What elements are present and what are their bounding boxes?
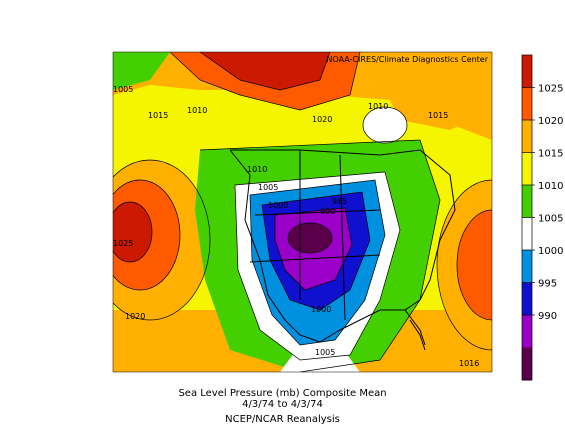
legend-label: 1025 <box>538 84 563 95</box>
contour-label: 1015 <box>428 111 448 120</box>
legend-swatch <box>522 282 532 316</box>
legend-label: 1015 <box>538 149 563 160</box>
legend-label: 995 <box>538 279 557 290</box>
contour-label: 1010 <box>247 165 267 174</box>
legend-swatch <box>522 250 532 283</box>
legend-label: 1020 <box>538 116 563 127</box>
contour-label: 1020 <box>312 115 332 124</box>
legend-label: 1005 <box>538 214 563 225</box>
color-legend: 1025 1020 1015 1010 1005 1000 995 990 <box>521 54 563 381</box>
legend-swatch <box>522 217 532 251</box>
map-date-range: 4/3/74 to 4/3/74 <box>242 399 323 410</box>
legend-label: 1010 <box>538 181 563 192</box>
legend-swatch <box>522 347 532 381</box>
legend-swatch <box>522 55 532 88</box>
legend-swatch <box>522 87 532 121</box>
contour-label: 1025 <box>113 239 133 248</box>
contour-label: 1000 <box>268 201 288 210</box>
legend-swatch <box>522 152 532 186</box>
legend-label: 1000 <box>538 246 563 257</box>
contour-label: 990 <box>320 207 335 216</box>
pressure-field <box>113 52 492 372</box>
contour-label: 1010 <box>368 102 388 111</box>
contour-label: 1005 <box>258 183 278 192</box>
map-title: Sea Level Pressure (mb) Composite Mean <box>178 388 387 399</box>
legend-label: 990 <box>538 311 557 322</box>
contour-label: 1000 <box>311 305 331 314</box>
contour-label: 1005 <box>315 348 335 357</box>
contour-label: 1005 <box>113 85 133 94</box>
map-source: NCEP/NCAR Reanalysis <box>225 414 340 425</box>
legend-swatch <box>522 315 532 348</box>
contour-labels: 1005 1010 1015 1020 1010 1015 1010 1005 … <box>113 85 479 368</box>
contour-label: 985 <box>332 197 347 206</box>
contour-label: 1020 <box>125 312 145 321</box>
legend-swatch <box>522 120 532 153</box>
contour-label: 1016 <box>459 359 479 368</box>
contour-label: 1010 <box>187 106 207 115</box>
map-credit: NOAA-CIRES/Climate Diagnostics Center <box>326 55 488 64</box>
contour-label: 1015 <box>148 111 168 120</box>
legend-swatch <box>522 185 532 218</box>
